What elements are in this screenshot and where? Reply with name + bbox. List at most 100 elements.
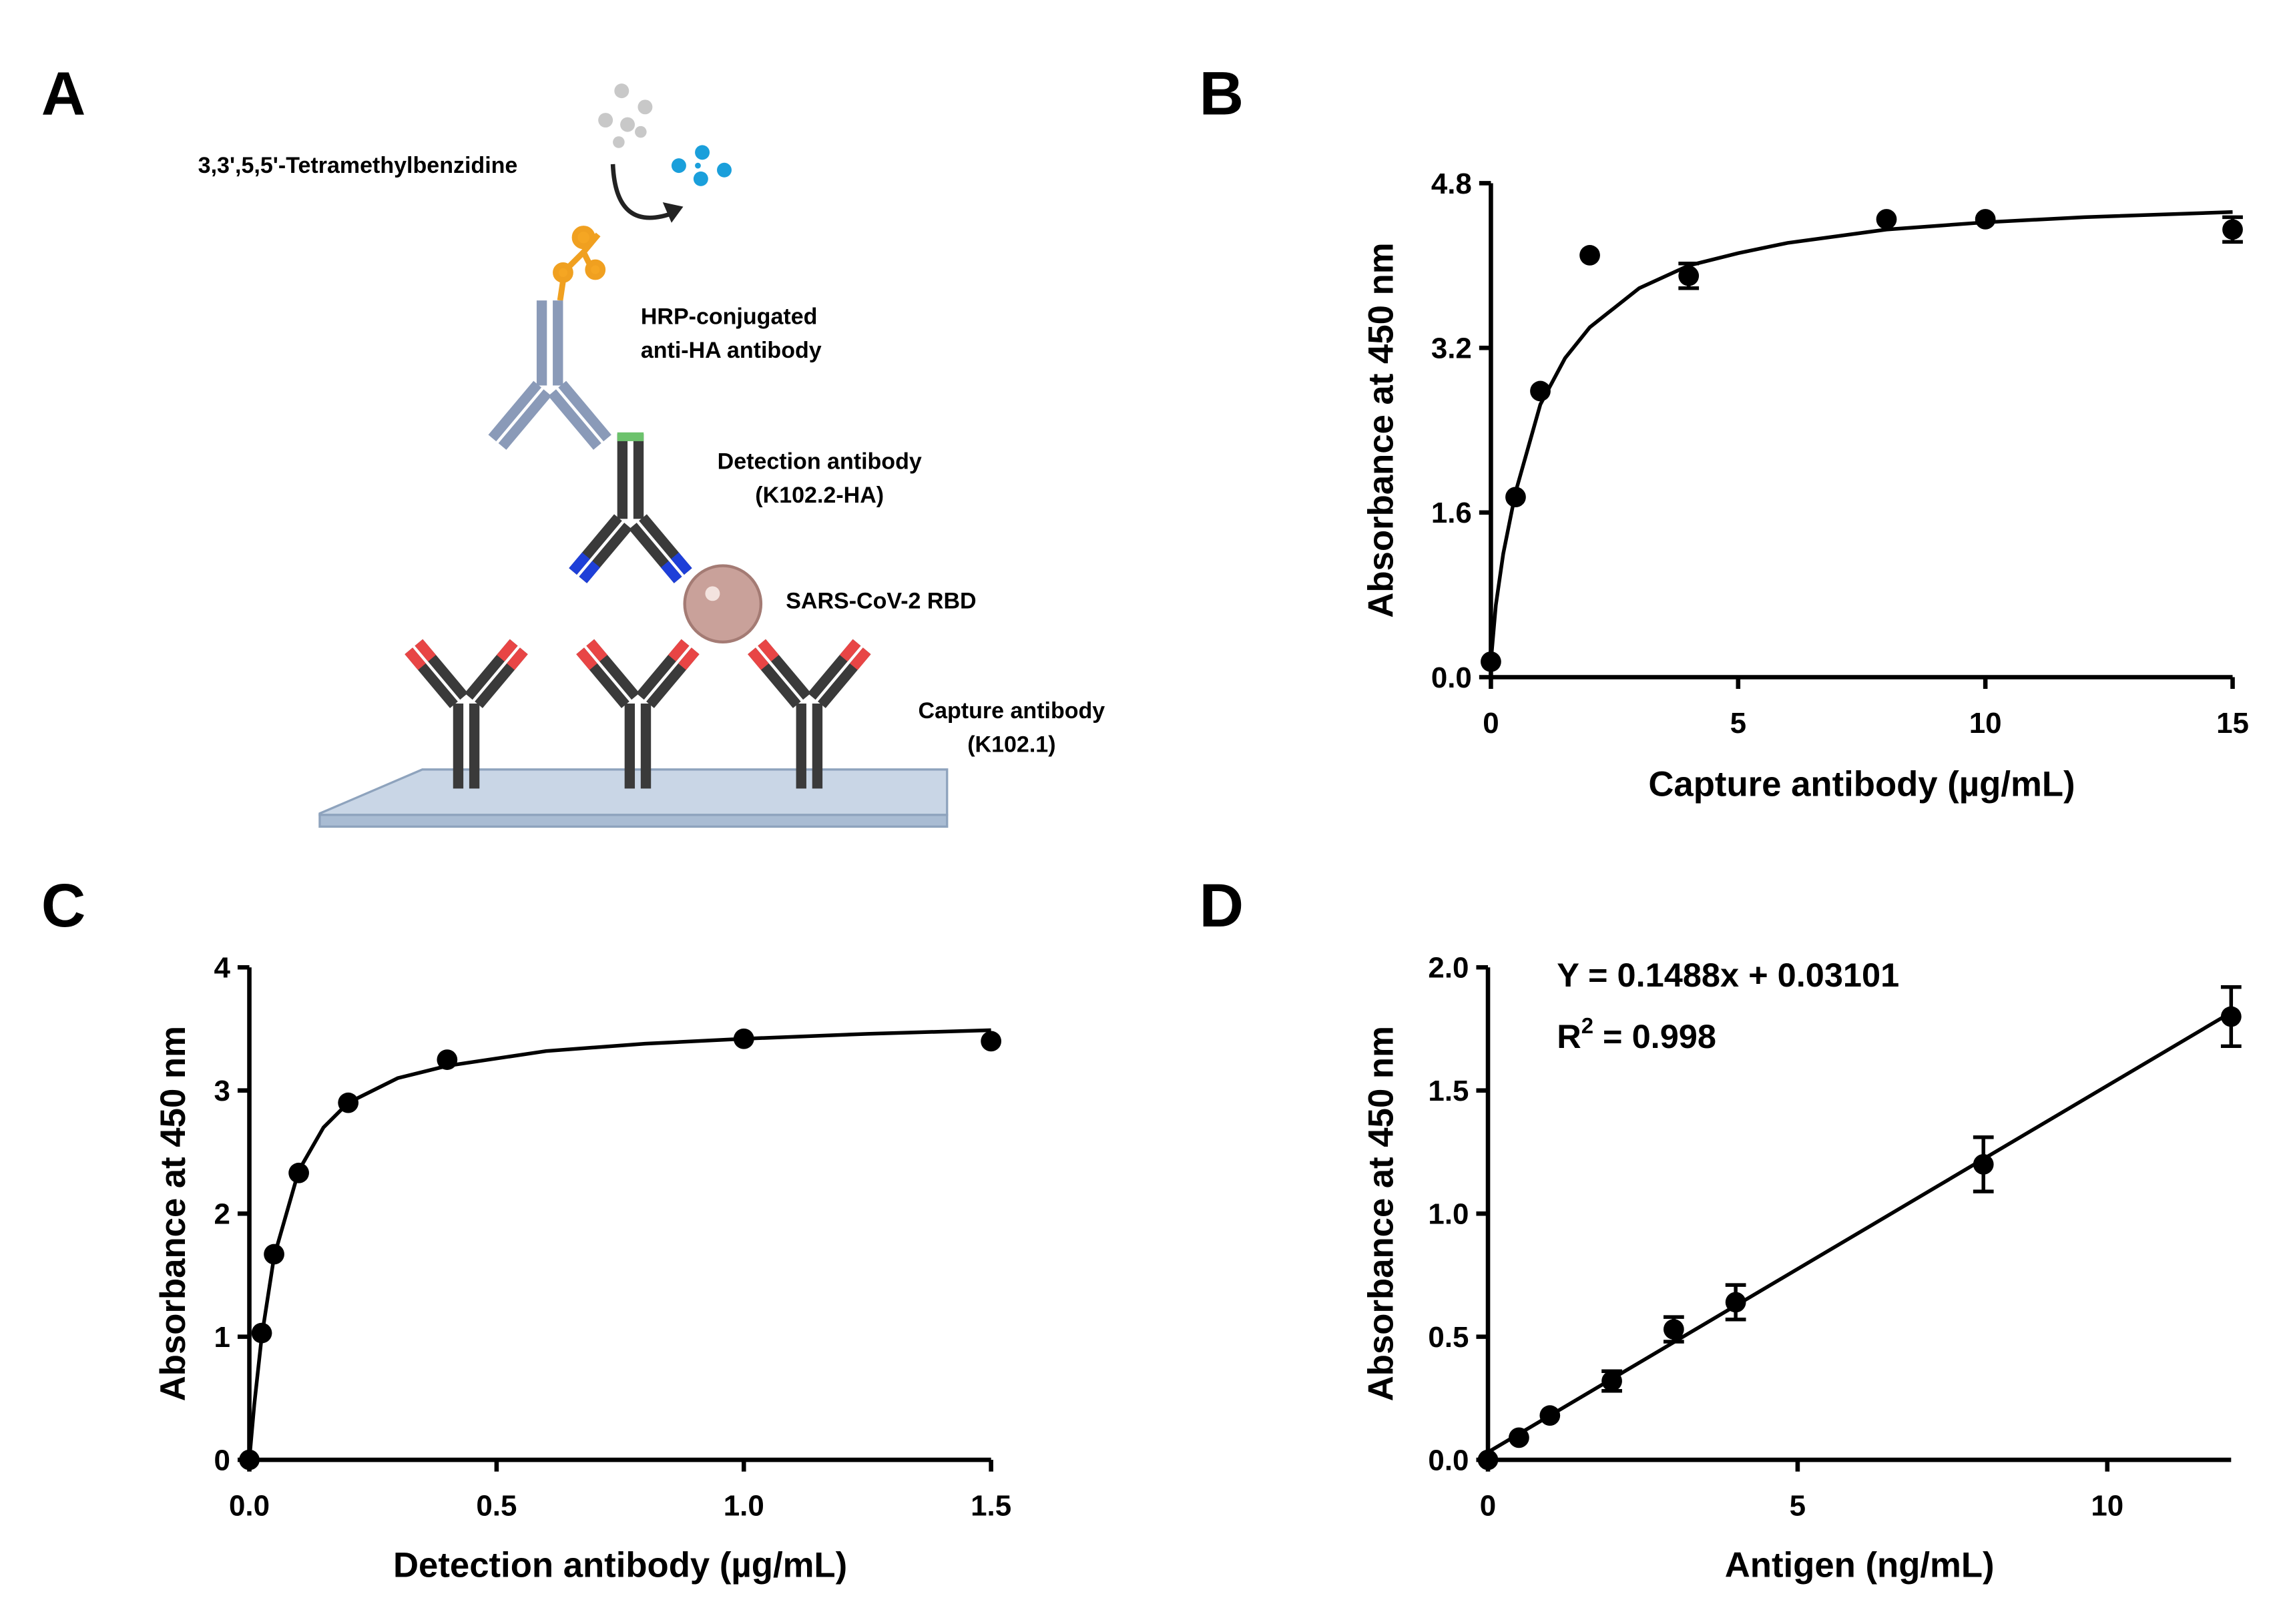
r-squared: R2 = 0.998 [1557, 1013, 1716, 1055]
y-tick-label: 3.2 [1431, 332, 1472, 365]
antibody-tip [507, 647, 528, 670]
x-tick-label: 0.0 [229, 1490, 270, 1523]
panel-letter: B [1199, 59, 1244, 127]
y-axis-label: Absorbance at 450 nm [1361, 242, 1401, 617]
antibody-arm [569, 514, 632, 583]
antibody-arm [628, 514, 692, 583]
data-point [1973, 1154, 1994, 1175]
antibody-arm [465, 639, 528, 708]
y-tick-label: 4.8 [1431, 168, 1472, 200]
diagram-label: Detection antibody [718, 449, 922, 475]
r-squared-part: 2 [1581, 1013, 1593, 1038]
r-squared-part: = 0.998 [1593, 1017, 1716, 1055]
data-point [1876, 209, 1897, 230]
antibody-chain [640, 704, 652, 789]
antibody-tip [405, 647, 426, 670]
antibody-tip [569, 552, 590, 575]
diagram-label: HRP-conjugated [641, 304, 818, 329]
x-tick-label: 10 [1969, 707, 2002, 740]
y-tick-label: 3 [214, 1075, 230, 1107]
plate-edge [318, 814, 949, 828]
diagram-label: 3,3',5,5'-Tetramethylbenzidine [198, 153, 518, 178]
x-tick-label: 0.5 [476, 1490, 517, 1523]
y-tick-label: 2 [214, 1198, 230, 1231]
diagram-label: SARS-CoV-2 RBD [786, 588, 976, 613]
fit-curve [1489, 210, 2233, 662]
rbd [683, 564, 763, 643]
antibody-tip [678, 647, 700, 670]
r-squared-part: R [1557, 1017, 1581, 1055]
antibody-tip [748, 647, 769, 670]
chart-panel: D 0.0 0.5 1.0 1.5 2.0 0 5 10 Antigen (ng/mL) Absor… [1199, 871, 2242, 1585]
x-tick-label: 15 [2216, 707, 2249, 740]
equation: Y = 0.1488x + 0.03101 [1557, 956, 1899, 994]
y-tick-label: 4 [214, 952, 231, 985]
antibody-tip [497, 639, 518, 662]
antibody-tip [668, 639, 690, 662]
data-point [239, 1449, 260, 1470]
data-point [1975, 209, 1996, 230]
y-tick-label: 1.0 [1428, 1198, 1469, 1231]
antibody-chain [488, 380, 542, 442]
antibody-tip [576, 647, 597, 670]
antibody-arm [576, 639, 640, 708]
data-point [1539, 1405, 1561, 1426]
antibody [405, 639, 528, 789]
diagram: A 3,3',5,5'-Tetramethylbenzidine HRP-con… [41, 59, 1105, 828]
data-point [288, 1162, 309, 1183]
data-point [1481, 651, 1501, 672]
data-point [1509, 1427, 1529, 1448]
data-point [1663, 1319, 1684, 1340]
data-point [1505, 487, 1526, 508]
reaction-arrow [610, 164, 676, 220]
antibody-chain [796, 704, 806, 789]
y-tick-label: 0.0 [1428, 1444, 1469, 1476]
y-tick-label: 1.6 [1431, 497, 1472, 529]
x-axis-label: Antigen (ng/mL) [1725, 1546, 1995, 1585]
antibody [576, 639, 700, 789]
antibody-chain [812, 704, 823, 789]
antibody-arm [405, 639, 468, 708]
x-tick-label: 1.5 [971, 1490, 1011, 1523]
y-axis-label: Absorbance at 450 nm [1361, 1026, 1401, 1401]
antibody [569, 433, 692, 583]
antibody-tip [758, 639, 779, 662]
diagram-label: anti-HA antibody [641, 338, 822, 363]
antibody-chain [469, 704, 480, 789]
data-point [264, 1244, 284, 1265]
substrate-dots [598, 83, 653, 148]
x-tick-label: 0 [1480, 1490, 1496, 1523]
fit-curve [247, 1028, 991, 1460]
panel-letter: C [41, 871, 86, 940]
antibody-arm [548, 380, 611, 450]
data-point [1579, 245, 1600, 266]
data-point [1678, 265, 1700, 286]
antibody [488, 300, 611, 450]
data-point [733, 1028, 754, 1049]
data-point [981, 1031, 1002, 1052]
antibody-chain [498, 389, 552, 450]
antibody-tip [660, 561, 682, 583]
y-tick-label: 0.0 [1431, 661, 1472, 694]
antibody-tip [579, 561, 600, 583]
antibody-tip [839, 639, 861, 662]
rbd-highlight [705, 586, 720, 601]
y-tick-label: 2.0 [1428, 952, 1469, 985]
y-tick-label: 0 [214, 1444, 230, 1476]
data-point [2222, 219, 2243, 240]
y-tick-label: 1 [214, 1321, 230, 1354]
antibody-tip [415, 639, 437, 662]
chart-panel: B 0.0 1.6 3.2 4.8 0 5 10 15 Capture antibody (µg/… [1199, 59, 2248, 804]
antibody-tip [849, 647, 871, 670]
panel-letter: D [1199, 871, 1244, 940]
antibody-tip [671, 552, 692, 575]
antibody-chain [536, 300, 547, 386]
antibody-chain [548, 389, 601, 450]
panel-letter: A [41, 59, 86, 127]
arrow-head [662, 202, 684, 223]
antibody-chain [633, 433, 644, 519]
hrp [553, 226, 606, 301]
y-tick-label: 1.5 [1428, 1075, 1469, 1107]
